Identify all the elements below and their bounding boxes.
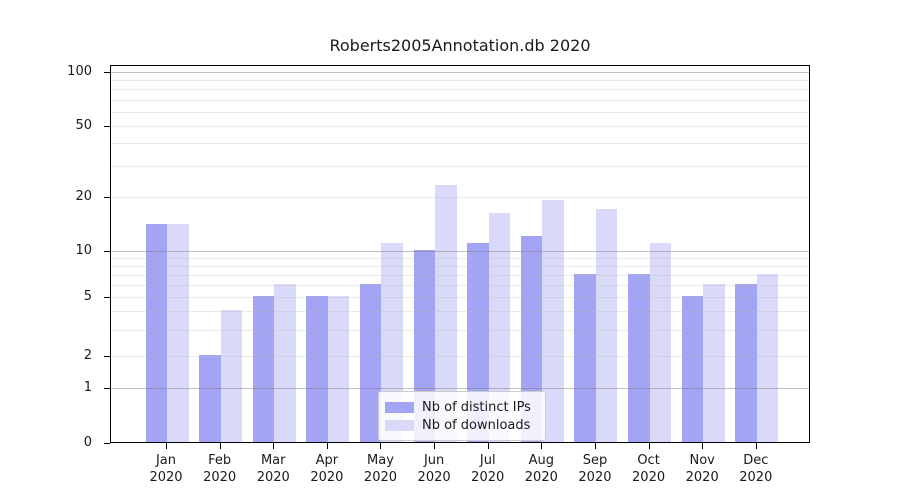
x-tick-mark-dec xyxy=(755,443,757,449)
x-tick-label-jul: Jul 2020 xyxy=(471,453,505,485)
gridline-5 xyxy=(111,297,809,298)
gridline-4 xyxy=(111,311,809,313)
legend-swatch-distinct-ips xyxy=(385,401,414,413)
bar-downloads-aug xyxy=(542,200,564,442)
bar-distinct-ips-dec xyxy=(735,283,757,442)
y-tick-mark-10 xyxy=(104,251,110,252)
x-tick-mark-apr xyxy=(326,443,328,449)
bar-downloads-dec xyxy=(756,273,779,442)
bar-distinct-ips-apr xyxy=(306,296,328,442)
bar-distinct-ips-aug xyxy=(520,235,543,442)
legend-item-distinct-ips: Nb of distinct IPs xyxy=(385,398,537,416)
x-tick-label-oct: Oct 2020 xyxy=(632,453,666,485)
x-tick-label-nov: Nov 2020 xyxy=(685,453,719,485)
bar-downloads-nov xyxy=(703,283,725,442)
y-tick-label-1: 1 xyxy=(83,380,92,395)
bar-downloads-feb xyxy=(220,310,243,442)
y-tick-label-2: 2 xyxy=(83,348,92,363)
gridline-30 xyxy=(111,165,809,167)
x-tick-label-jun: Jun 2020 xyxy=(417,453,451,485)
x-tick-label-aug: Aug 2020 xyxy=(524,453,558,485)
gridline-90 xyxy=(111,80,809,82)
gridline-6 xyxy=(111,284,809,286)
y-tick-label-0: 0 xyxy=(83,435,92,450)
gridline-2 xyxy=(111,356,809,357)
bar-downloads-mar xyxy=(274,283,296,442)
legend-item-downloads: Nb of downloads xyxy=(385,416,537,434)
bar-distinct-ips-nov xyxy=(681,296,704,442)
bar-downloads-sep xyxy=(595,208,618,442)
bar-downloads-jan xyxy=(167,223,189,442)
bar-downloads-jul xyxy=(488,213,511,442)
x-tick-mark-mar xyxy=(273,443,275,449)
x-tick-mark-oct xyxy=(648,443,650,449)
y-tick-mark-1 xyxy=(104,388,110,389)
bar-distinct-ips-may xyxy=(359,283,382,442)
x-tick-label-mar: Mar 2020 xyxy=(256,453,290,485)
y-tick-label-50: 50 xyxy=(75,118,92,133)
x-tick-mark-jun xyxy=(434,443,436,449)
bar-downloads-oct xyxy=(649,242,672,442)
bar-distinct-ips-feb xyxy=(199,355,221,442)
gridline-40 xyxy=(111,143,809,145)
legend-swatch-downloads xyxy=(385,419,414,431)
legend-label-downloads: Nb of downloads xyxy=(422,417,531,433)
x-tick-mark-feb xyxy=(219,443,221,449)
legend-label-distinct-ips: Nb of distinct IPs xyxy=(422,399,531,415)
gridline-80 xyxy=(111,89,809,91)
bar-distinct-ips-jan xyxy=(145,223,167,442)
x-tick-label-apr: Apr 2020 xyxy=(310,453,344,485)
x-tick-label-dec: Dec 2020 xyxy=(739,453,773,485)
bar-distinct-ips-mar xyxy=(252,296,275,442)
x-tick-mark-may xyxy=(380,443,382,449)
gridline-10 xyxy=(111,251,809,252)
gridline-8 xyxy=(111,265,809,267)
x-tick-label-sep: Sep 2020 xyxy=(578,453,612,485)
y-tick-label-10: 10 xyxy=(75,243,92,258)
gridline-7 xyxy=(111,274,809,276)
chart-title: Roberts2005Annotation.db 2020 xyxy=(329,36,591,55)
gridline-3 xyxy=(111,329,809,331)
y-tick-mark-20 xyxy=(104,197,110,198)
x-tick-mark-aug xyxy=(541,443,543,449)
x-tick-label-feb: Feb 2020 xyxy=(203,453,237,485)
y-tick-mark-2 xyxy=(104,356,110,357)
bar-distinct-ips-sep xyxy=(574,273,596,442)
y-tick-label-100: 100 xyxy=(67,64,92,79)
x-tick-label-jan: Jan 2020 xyxy=(149,453,183,485)
y-tick-mark-5 xyxy=(104,297,110,298)
gridline-1 xyxy=(111,388,809,389)
x-tick-mark-nov xyxy=(702,443,704,449)
x-tick-mark-sep xyxy=(594,443,596,449)
y-tick-label-20: 20 xyxy=(75,189,92,204)
x-tick-mark-jul xyxy=(487,443,489,449)
gridline-100 xyxy=(111,72,809,73)
gridline-9 xyxy=(111,257,809,259)
y-tick-mark-50 xyxy=(104,126,110,127)
plot-area xyxy=(110,65,810,443)
bar-distinct-ips-oct xyxy=(628,273,650,442)
y-tick-mark-0 xyxy=(104,443,110,444)
gridline-50 xyxy=(111,126,809,127)
x-tick-label-may: May 2020 xyxy=(363,453,398,485)
legend: Nb of distinct IPs Nb of downloads xyxy=(378,391,546,441)
y-tick-mark-100 xyxy=(104,72,110,73)
x-tick-mark-jan xyxy=(166,443,167,449)
gridline-60 xyxy=(111,111,809,113)
gridline-20 xyxy=(111,197,809,198)
bar-downloads-jun xyxy=(435,185,457,442)
bar-downloads-apr xyxy=(327,296,350,442)
gridline-70 xyxy=(111,99,809,101)
y-tick-label-5: 5 xyxy=(83,289,92,304)
